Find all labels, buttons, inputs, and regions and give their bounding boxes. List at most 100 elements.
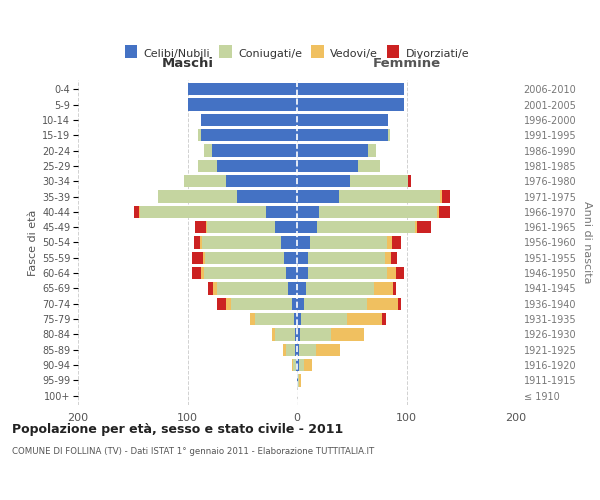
Bar [310,236,387,249]
Bar [256,313,294,326]
Bar [395,267,404,280]
Bar [300,328,331,341]
Bar [388,129,390,141]
Bar [139,206,140,218]
Bar [306,282,374,295]
Bar [297,83,404,96]
Bar [299,359,304,372]
Bar [297,175,350,188]
Bar [317,221,415,234]
Bar [217,282,288,295]
Bar [298,374,299,387]
Bar [134,206,139,218]
Bar [385,252,391,264]
Bar [316,344,340,356]
Bar [297,282,306,295]
Bar [398,298,401,310]
Bar [418,221,431,234]
Text: Maschi: Maschi [161,57,214,70]
Bar [304,359,313,372]
Bar [212,282,217,295]
Bar [275,221,297,234]
Bar [387,236,392,249]
Bar [437,206,439,218]
Bar [286,267,297,280]
Bar [297,190,338,203]
Bar [281,236,297,249]
Bar [202,236,281,249]
Bar [297,221,317,234]
Bar [203,252,205,264]
Bar [232,298,292,310]
Bar [250,313,256,326]
Bar [392,236,401,249]
Y-axis label: Anni di nascita: Anni di nascita [582,201,592,284]
Bar [374,282,394,295]
Bar [194,236,200,249]
Bar [204,144,212,157]
Bar [294,313,297,326]
Bar [226,175,297,188]
Bar [308,267,387,280]
Bar [192,252,203,264]
Bar [338,190,440,203]
Bar [217,298,226,310]
Bar [297,160,358,172]
Bar [367,298,398,310]
Bar [297,252,308,264]
Bar [297,359,299,372]
Bar [301,313,347,326]
Text: COMUNE DI FOLLINA (TV) - Dati ISTAT 1° gennaio 2011 - Elaborazione TUTTITALIA.IT: COMUNE DI FOLLINA (TV) - Dati ISTAT 1° g… [12,448,374,456]
Bar [208,282,212,295]
Bar [237,190,297,203]
Bar [192,267,200,280]
Bar [284,252,297,264]
Bar [187,98,297,111]
Bar [299,374,301,387]
Bar [297,298,304,310]
Bar [272,328,275,341]
Bar [297,328,300,341]
Bar [195,221,206,234]
Bar [297,313,301,326]
Bar [206,221,207,234]
Bar [199,160,217,172]
Bar [292,298,297,310]
Bar [292,359,293,372]
Bar [207,221,275,234]
Bar [415,221,418,234]
Bar [439,206,451,218]
Bar [297,374,298,387]
Bar [387,267,395,280]
Bar [442,190,451,203]
Bar [391,252,397,264]
Bar [140,206,266,218]
Bar [288,282,297,295]
Bar [297,114,388,126]
Bar [297,267,308,280]
Bar [200,236,202,249]
Bar [440,190,442,203]
Bar [295,328,297,341]
Bar [275,328,295,341]
Bar [358,160,380,172]
Bar [297,236,310,249]
Bar [295,344,297,356]
Bar [304,298,367,310]
Bar [319,206,437,218]
Bar [407,175,411,188]
Bar [297,206,319,218]
Bar [299,344,316,356]
Bar [347,313,382,326]
Bar [226,298,232,310]
Bar [158,190,237,203]
Y-axis label: Fasce di età: Fasce di età [28,210,38,276]
Bar [200,114,297,126]
Bar [212,144,297,157]
Bar [187,83,297,96]
Bar [286,344,295,356]
Text: Femmine: Femmine [373,57,440,70]
Bar [296,359,297,372]
Bar [297,98,404,111]
Bar [184,175,226,188]
